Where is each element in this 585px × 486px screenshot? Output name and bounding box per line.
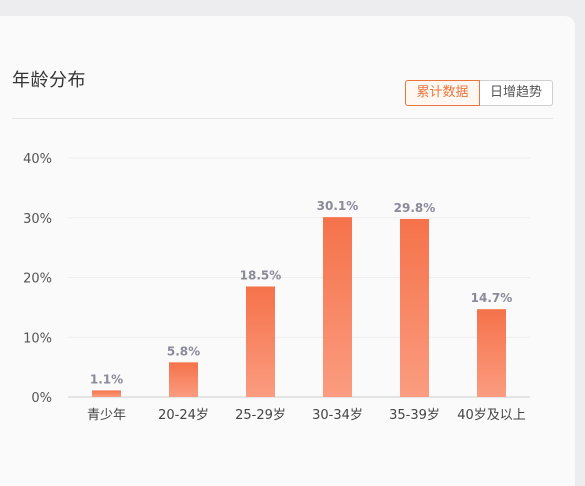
y-tick-label: 20% [23, 272, 52, 287]
data-label: 1.1% [90, 372, 123, 386]
data-label: 5.8% [167, 344, 200, 358]
bar[interactable] [246, 286, 275, 397]
x-tick-label: 40岁及以上 [457, 408, 526, 423]
page-title: 年龄分布 [12, 70, 86, 91]
data-label: 18.5% [240, 268, 282, 282]
x-tick-label: 30-34岁 [312, 408, 363, 423]
x-tick-label: 25-29岁 [235, 408, 286, 423]
bar[interactable] [400, 218, 429, 397]
y-tick-label: 40% [23, 152, 52, 167]
y-tick-label: 0% [31, 391, 52, 406]
bar[interactable] [477, 309, 506, 397]
tab-cumulative-data[interactable]: 累计数据 [405, 80, 480, 106]
view-toggle: 累计数据 日增趋势 [405, 80, 553, 106]
data-label: 14.7% [471, 291, 513, 305]
y-tick-label: 10% [23, 331, 52, 346]
data-label: 30.1% [317, 199, 359, 213]
x-tick-label: 20-24岁 [158, 408, 209, 423]
age-bar-chart: 0% 10% 20% 30% 40% 1.1% 青少年 5.8% 20-24岁 18.5% 25-… [23, 152, 530, 423]
x-tick-label: 青少年 [87, 408, 126, 423]
y-tick-label: 30% [23, 212, 52, 227]
x-tick-label: 35-39岁 [389, 408, 440, 423]
tab-daily-trend[interactable]: 日增趋势 [480, 80, 553, 106]
header-divider [12, 118, 553, 119]
bar[interactable] [92, 390, 121, 397]
data-label: 29.8% [394, 201, 436, 215]
bar[interactable] [323, 217, 352, 397]
bar[interactable] [169, 362, 198, 397]
